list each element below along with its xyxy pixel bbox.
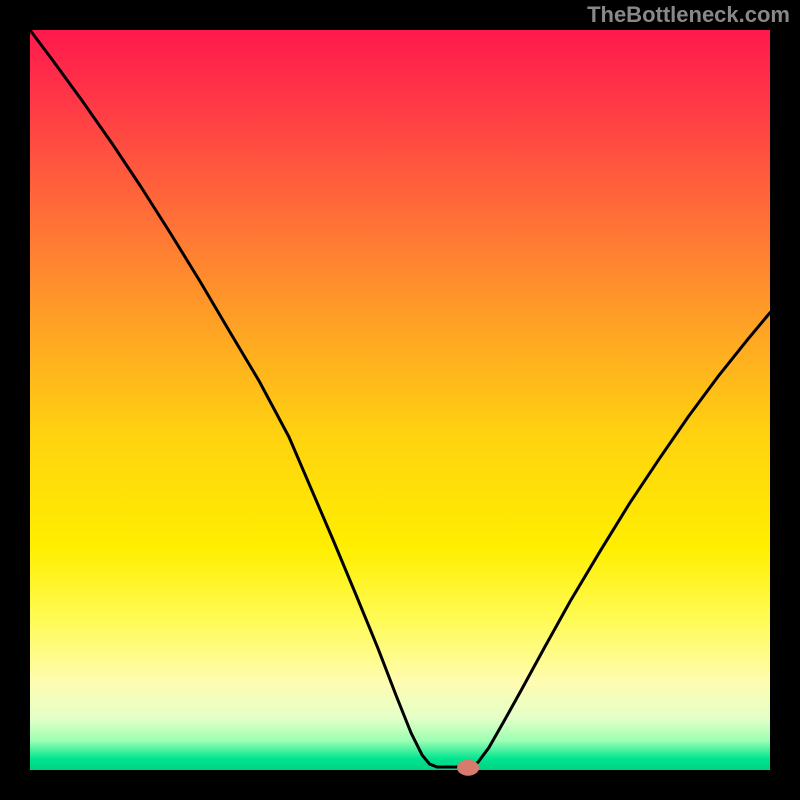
chart-container: TheBottleneck.com — [0, 0, 800, 800]
optimal-marker — [457, 760, 479, 776]
plot-background — [30, 30, 770, 770]
bottleneck-chart — [0, 0, 800, 800]
watermark-text: TheBottleneck.com — [587, 2, 790, 28]
